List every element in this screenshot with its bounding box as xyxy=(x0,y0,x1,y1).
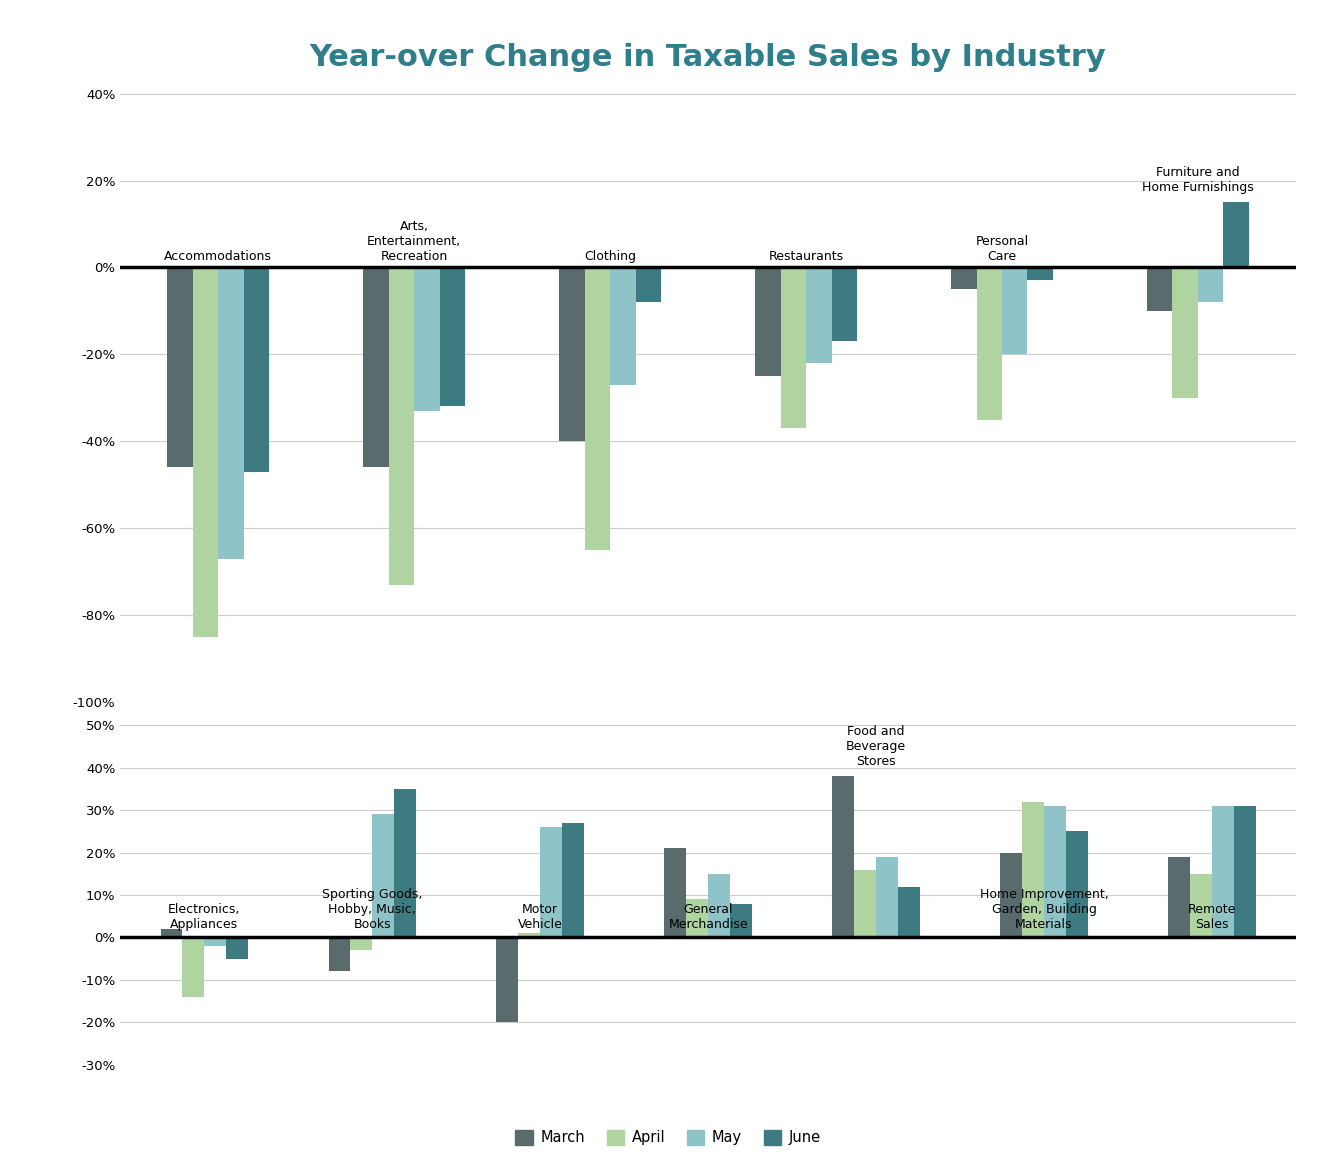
Text: Electronics,
Appliances: Electronics, Appliances xyxy=(168,903,240,931)
Bar xyxy=(1001,853,1022,937)
Bar xyxy=(373,814,394,937)
Bar xyxy=(204,937,226,945)
Bar xyxy=(560,268,585,441)
Bar xyxy=(1002,268,1027,355)
Bar xyxy=(806,268,831,363)
Text: Furniture and
Home Furnishings: Furniture and Home Furnishings xyxy=(1142,165,1253,193)
Bar xyxy=(329,937,350,971)
Bar xyxy=(585,268,611,550)
Bar xyxy=(1173,268,1198,398)
Text: Sporting Goods,
Hobby, Music,
Books: Sporting Goods, Hobby, Music, Books xyxy=(322,888,422,931)
Bar xyxy=(1022,801,1043,937)
Bar xyxy=(562,823,584,937)
Bar xyxy=(729,903,752,937)
Text: Personal
Care: Personal Care xyxy=(975,235,1029,263)
Bar xyxy=(708,874,729,937)
Bar xyxy=(183,937,204,997)
Text: Clothing: Clothing xyxy=(584,250,636,263)
Text: Remote
Sales: Remote Sales xyxy=(1188,903,1236,931)
Bar xyxy=(854,869,876,937)
Bar xyxy=(1224,202,1249,268)
Bar xyxy=(1233,806,1256,937)
Bar xyxy=(1148,268,1173,311)
Bar xyxy=(394,789,415,937)
Text: Accommodations: Accommodations xyxy=(164,250,273,263)
Text: Arts,
Entertainment,
Recreation: Arts, Entertainment, Recreation xyxy=(367,220,461,263)
Bar xyxy=(1168,856,1190,937)
Bar xyxy=(755,268,780,376)
Bar xyxy=(1212,806,1233,937)
Bar xyxy=(540,827,562,937)
Text: Food and
Beverage
Stores: Food and Beverage Stores xyxy=(846,724,906,768)
Bar xyxy=(518,934,540,937)
Text: Motor
Vehicle: Motor Vehicle xyxy=(517,903,562,931)
Text: General
Merchandise: General Merchandise xyxy=(668,903,748,931)
Title: Year-over Change in Taxable Sales by Industry: Year-over Change in Taxable Sales by Ind… xyxy=(310,43,1106,71)
Bar xyxy=(780,268,806,428)
Bar xyxy=(389,268,414,585)
Bar xyxy=(1043,806,1066,937)
Bar xyxy=(636,268,661,302)
Bar xyxy=(440,268,465,406)
Bar xyxy=(160,929,183,937)
Bar xyxy=(192,268,218,636)
Bar xyxy=(898,887,919,937)
Text: Home Improvement,
Garden, Building
Materials: Home Improvement, Garden, Building Mater… xyxy=(979,888,1109,931)
Text: Restaurants: Restaurants xyxy=(768,250,843,263)
Bar xyxy=(226,937,248,958)
Bar xyxy=(414,268,440,411)
Bar xyxy=(497,937,518,1023)
Bar xyxy=(1066,832,1088,937)
Bar xyxy=(876,856,898,937)
Legend: March, April, May, June: March, April, May, June xyxy=(509,1124,827,1151)
Bar xyxy=(611,268,636,385)
Bar xyxy=(977,268,1002,420)
Bar xyxy=(832,777,854,937)
Bar xyxy=(243,268,269,472)
Bar xyxy=(363,268,389,467)
Bar xyxy=(218,268,243,558)
Bar xyxy=(1198,268,1224,302)
Bar xyxy=(1190,874,1212,937)
Bar xyxy=(1027,268,1053,281)
Bar xyxy=(350,937,373,950)
Bar xyxy=(831,268,856,342)
Bar xyxy=(664,848,687,937)
Bar xyxy=(167,268,192,467)
Bar xyxy=(687,900,708,937)
Bar xyxy=(951,268,977,289)
